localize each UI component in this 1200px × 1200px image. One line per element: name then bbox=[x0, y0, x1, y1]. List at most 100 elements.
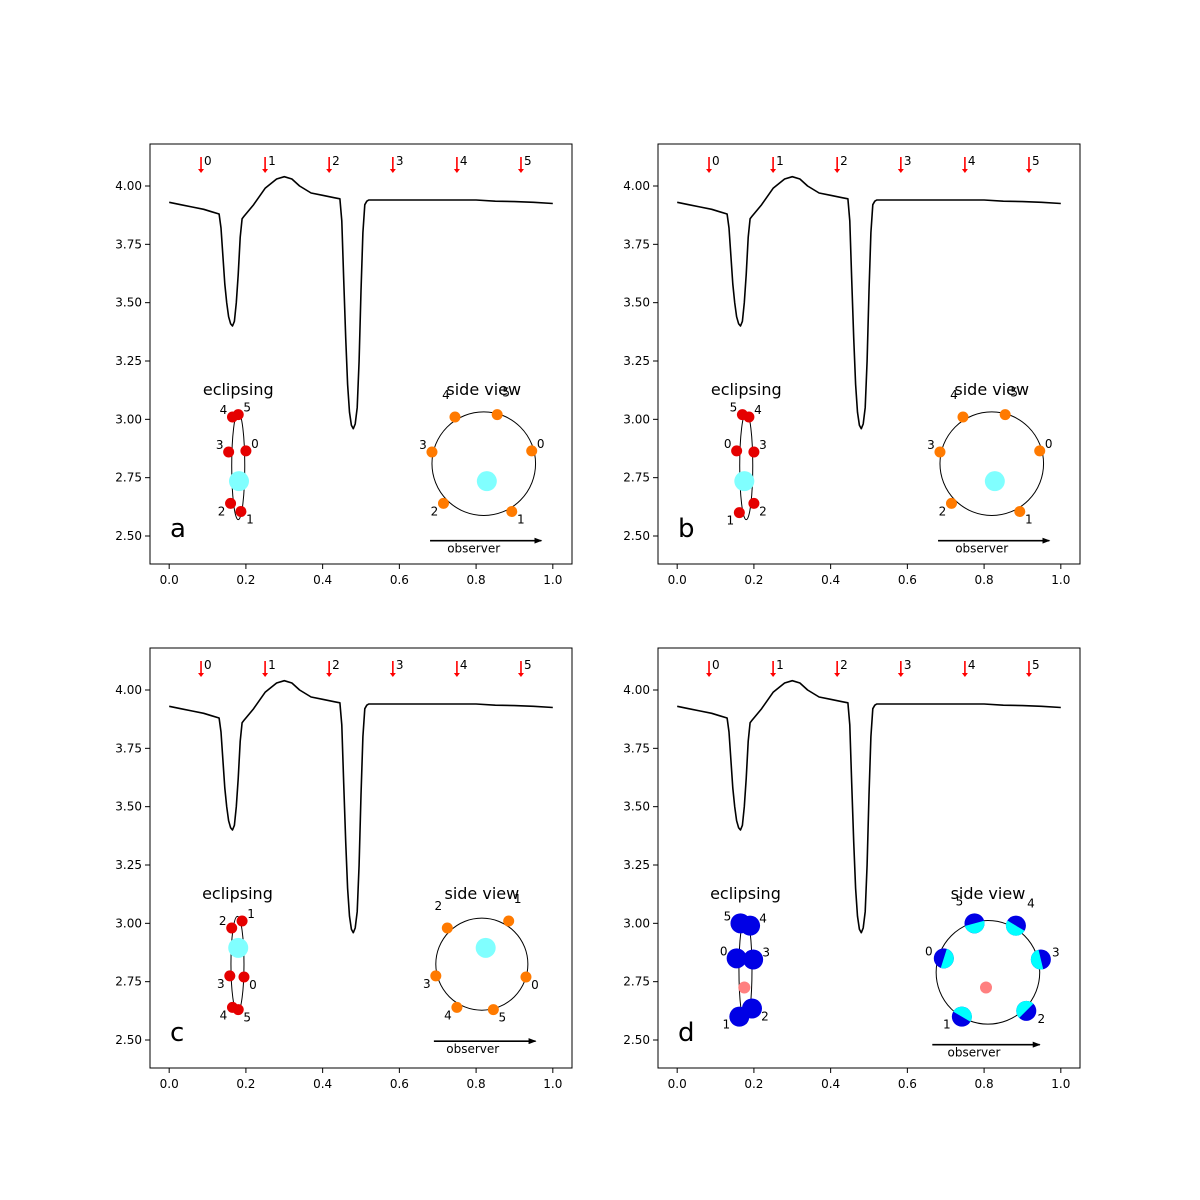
x-tick-label: 0.4 bbox=[821, 1077, 840, 1091]
x-tick-label: 0.0 bbox=[160, 1077, 179, 1091]
phase-marker-label: 2 bbox=[332, 154, 340, 168]
x-tick-label: 1.0 bbox=[543, 573, 562, 587]
side-view-star bbox=[476, 471, 497, 492]
side-view-point-lit bbox=[1016, 1000, 1034, 1018]
panel-c: 0.0 0.2 0.4 0.6 0.8 1.0 2.50 2.75 3.00 3.25 3.50 3.… bbox=[115, 647, 573, 1091]
x-tick-label: 0.2 bbox=[744, 573, 763, 587]
eclipsing-star bbox=[738, 981, 751, 994]
y-tick-label: 4.00 bbox=[623, 683, 650, 697]
phase-marker-label: 4 bbox=[460, 658, 468, 672]
y-tick-label: 2.50 bbox=[623, 529, 650, 543]
side-view-point-lit bbox=[1030, 949, 1044, 970]
eclipsing-point-label: 3 bbox=[762, 946, 770, 960]
phase-marker-arrowhead bbox=[262, 673, 269, 677]
eclipsing-point bbox=[224, 970, 236, 982]
side-view-point-label: 1 bbox=[1025, 513, 1033, 527]
side-view-point-lit bbox=[940, 948, 954, 969]
phase-marker-label: 2 bbox=[840, 154, 848, 168]
y-tick-label: 3.25 bbox=[623, 354, 650, 368]
side-view-point bbox=[437, 497, 449, 509]
phase-marker-arrowhead bbox=[1025, 169, 1032, 173]
eclipsing-point-label: 4 bbox=[220, 403, 228, 417]
y-tick-label: 3.75 bbox=[623, 741, 650, 755]
eclipsing-title: eclipsing bbox=[202, 884, 273, 903]
phase-marker-label: 2 bbox=[840, 658, 848, 672]
side-view-point-label: 2 bbox=[1037, 1012, 1045, 1026]
x-tick-label: 0.2 bbox=[236, 573, 255, 587]
side-view-point bbox=[491, 409, 503, 421]
side-view-point-label: 5 bbox=[499, 1011, 507, 1025]
side-view-star bbox=[980, 981, 993, 994]
y-tick-label: 3.75 bbox=[623, 237, 650, 251]
light-curve-line bbox=[169, 175, 553, 430]
x-tick-label: 0.0 bbox=[668, 1077, 687, 1091]
y-tick-label: 3.50 bbox=[623, 296, 650, 310]
side-view-point-label: 2 bbox=[434, 899, 442, 913]
y-tick-label: 4.00 bbox=[115, 683, 142, 697]
side-view-star bbox=[984, 471, 1005, 492]
x-tick-label: 0.6 bbox=[390, 1077, 409, 1091]
side-view-point-label: 3 bbox=[419, 438, 427, 452]
phase-marker-label: 3 bbox=[904, 658, 912, 672]
x-tick-label: 0.8 bbox=[467, 1077, 486, 1091]
eclipsing-point-label: 5 bbox=[243, 401, 251, 415]
eclipsing-point bbox=[235, 506, 247, 517]
y-tick-label: 4.00 bbox=[623, 179, 650, 193]
side-view-point-label: 5 bbox=[1010, 386, 1018, 400]
side-view-orbit bbox=[935, 920, 1041, 1025]
side-view-point bbox=[999, 409, 1011, 421]
eclipsing-point-label: 2 bbox=[218, 504, 226, 518]
y-tick-label: 3.50 bbox=[115, 800, 142, 814]
phase-marker-label: 3 bbox=[904, 154, 912, 168]
phase-marker-arrowhead bbox=[517, 169, 524, 173]
eclipsing-point-label: 0 bbox=[249, 978, 257, 992]
eclipsing-point-label: 0 bbox=[251, 437, 259, 451]
panel-a: 0.0 0.2 0.4 0.6 0.8 1.0 2.50 2.75 3.00 3.25 3.50 3.… bbox=[115, 143, 573, 587]
side-view-point-label: 1 bbox=[517, 513, 525, 527]
phase-marker-label: 1 bbox=[268, 658, 276, 672]
y-tick-label: 3.00 bbox=[623, 916, 650, 930]
y-tick-label: 2.75 bbox=[623, 975, 650, 989]
phase-marker-label: 4 bbox=[968, 658, 976, 672]
light-curve-line bbox=[677, 175, 1061, 430]
side-view-point-label: 5 bbox=[502, 386, 510, 400]
x-tick-label: 0.6 bbox=[898, 1077, 917, 1091]
side-view-point bbox=[945, 497, 957, 509]
side-view-orbit bbox=[939, 411, 1045, 516]
eclipsing-point-label: 1 bbox=[723, 1018, 731, 1032]
phase-marker-arrowhead bbox=[706, 169, 713, 173]
x-tick-label: 0.6 bbox=[390, 573, 409, 587]
phase-marker-arrowhead bbox=[897, 673, 904, 677]
x-tick-label: 0.4 bbox=[821, 573, 840, 587]
phase-marker-label: 5 bbox=[524, 658, 532, 672]
phase-marker-label: 1 bbox=[776, 658, 784, 672]
side-view-point-label: 0 bbox=[537, 437, 545, 451]
side-view-point bbox=[430, 970, 442, 982]
phase-marker-arrowhead bbox=[517, 673, 524, 677]
eclipsing-title: eclipsing bbox=[711, 380, 782, 399]
x-tick-label: 0.4 bbox=[313, 1077, 332, 1091]
phase-marker-label: 4 bbox=[460, 154, 468, 168]
phase-marker-label: 5 bbox=[524, 154, 532, 168]
y-tick-label: 4.00 bbox=[115, 179, 142, 193]
light-curve-line bbox=[169, 679, 553, 934]
y-tick-label: 2.75 bbox=[623, 471, 650, 485]
phase-marker-label: 1 bbox=[776, 154, 784, 168]
side-view-title: side view bbox=[951, 884, 1026, 903]
x-tick-label: 0.4 bbox=[313, 573, 332, 587]
phase-marker-arrowhead bbox=[198, 169, 205, 173]
observer-label: observer bbox=[948, 1046, 1001, 1060]
eclipsing-point bbox=[232, 409, 244, 421]
eclipsing-point bbox=[225, 497, 237, 509]
phase-marker-arrowhead bbox=[1025, 673, 1032, 677]
side-view-point-label: 1 bbox=[514, 892, 522, 906]
eclipsing-point bbox=[730, 913, 751, 934]
y-tick-label: 3.50 bbox=[115, 296, 142, 310]
phase-marker-label: 4 bbox=[968, 154, 976, 168]
phase-marker-label: 0 bbox=[712, 154, 720, 168]
phase-marker-arrowhead bbox=[706, 673, 713, 677]
side-view-point-lit bbox=[1005, 920, 1025, 936]
side-view-star bbox=[475, 937, 496, 958]
eclipsing-point bbox=[238, 971, 250, 983]
y-tick-label: 2.75 bbox=[115, 471, 142, 485]
